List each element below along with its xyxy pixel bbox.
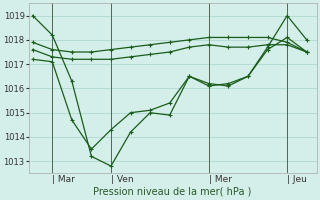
X-axis label: Pression niveau de la mer( hPa ): Pression niveau de la mer( hPa ) xyxy=(93,187,252,197)
